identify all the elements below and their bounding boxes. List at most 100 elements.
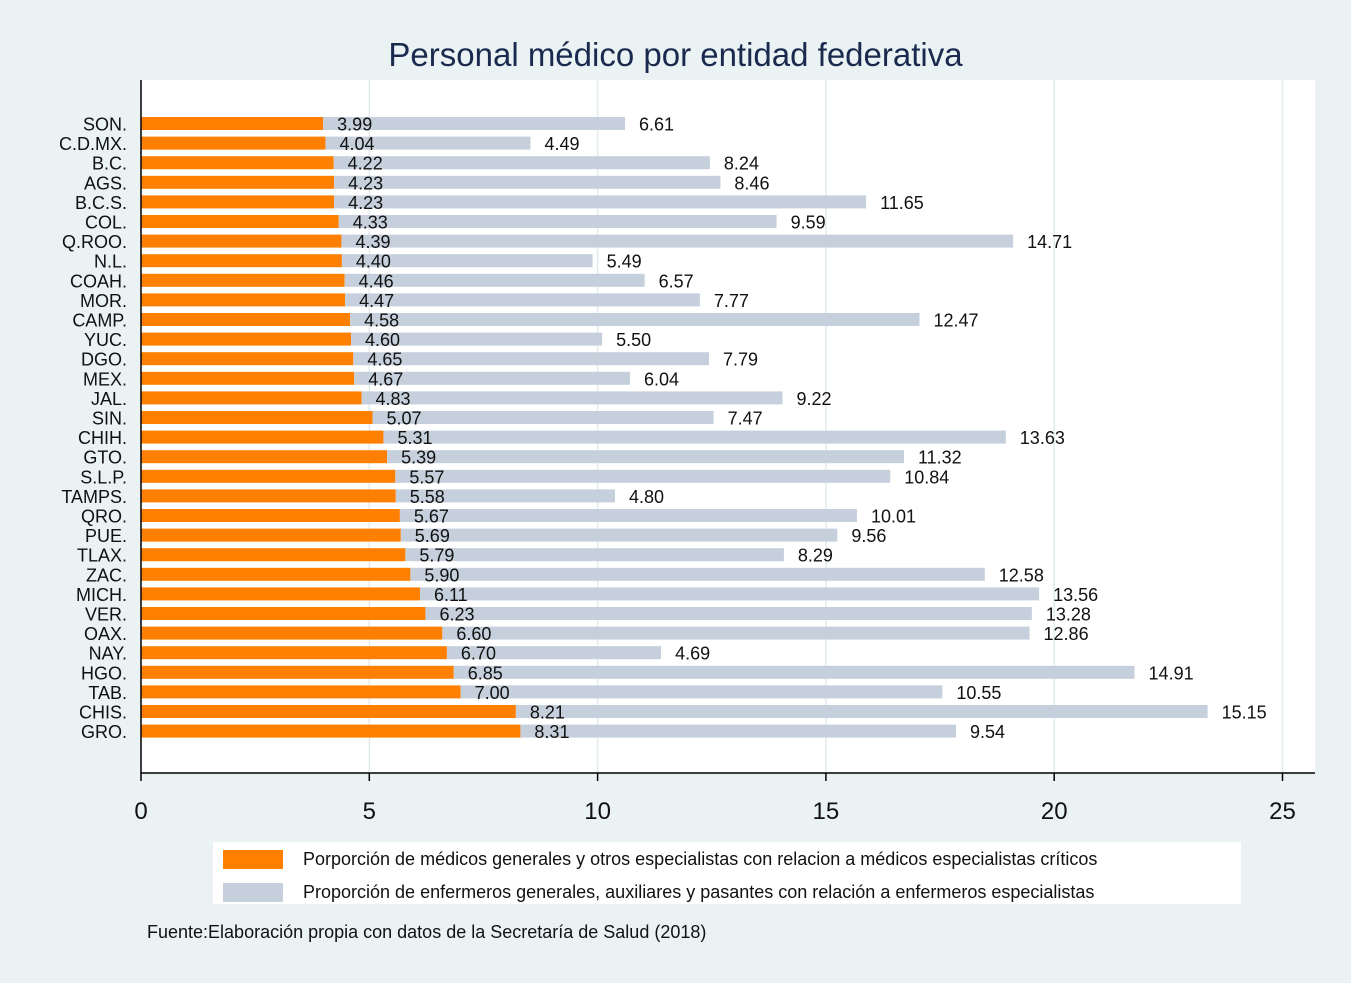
source-note: Fuente:Elaboración propia con datos de l… xyxy=(147,922,707,942)
value-label-series-1-30: 8.21 xyxy=(530,703,565,723)
bar-series-1-26 xyxy=(141,626,443,640)
bar-series-2-28 xyxy=(453,665,1135,679)
value-label-series-1-9: 4.47 xyxy=(359,291,394,311)
bar-series-2-26 xyxy=(442,626,1030,640)
category-label-27: NAY. xyxy=(89,644,127,664)
legend-swatch-series-1 xyxy=(223,849,283,869)
bar-series-1-5 xyxy=(141,215,339,228)
value-label-series-1-29: 7.00 xyxy=(475,683,510,703)
value-label-series-2-18: 10.84 xyxy=(904,467,949,487)
value-label-series-2-8: 6.57 xyxy=(659,271,694,291)
value-label-series-1-2: 4.22 xyxy=(348,154,383,174)
x-tick-label-5: 5 xyxy=(363,798,376,825)
value-label-series-2-25: 13.28 xyxy=(1046,605,1091,625)
bar-series-1-2 xyxy=(141,156,334,170)
bars xyxy=(141,117,1208,738)
bar-series-2-18 xyxy=(395,469,891,483)
bar-series-1-24 xyxy=(141,587,420,601)
category-label-21: PUE. xyxy=(85,526,127,546)
category-label-13: MEX. xyxy=(83,369,127,389)
bar-series-2-30 xyxy=(515,705,1208,718)
chart-title: Personal médico por entidad federativa xyxy=(388,36,963,73)
value-label-series-2-6: 14.71 xyxy=(1027,232,1072,252)
category-label-7: N.L. xyxy=(94,252,127,272)
bar-series-2-8 xyxy=(344,273,645,287)
bar-series-1-20 xyxy=(141,509,400,522)
bar-series-1-30 xyxy=(141,705,516,718)
bar-series-2-3 xyxy=(334,175,721,189)
value-label-series-1-25: 6.23 xyxy=(439,605,474,625)
category-label-9: MOR. xyxy=(80,291,127,311)
x-tick-label-15: 15 xyxy=(813,798,840,825)
value-label-series-2-1: 4.49 xyxy=(544,134,579,154)
bar-series-1-11 xyxy=(141,332,352,346)
bar-series-2-20 xyxy=(399,509,857,522)
category-label-14: JAL. xyxy=(91,389,127,409)
value-label-series-2-26: 12.86 xyxy=(1044,624,1089,644)
category-label-8: COAH. xyxy=(70,271,127,291)
bar-series-2-11 xyxy=(351,332,603,346)
value-label-series-1-6: 4.39 xyxy=(355,232,390,252)
value-label-series-1-16: 5.31 xyxy=(397,428,432,448)
legend-label-series-1: Porporción de médicos generales y otros … xyxy=(303,848,1098,869)
category-label-29: TAB. xyxy=(88,683,127,703)
bar-series-2-13 xyxy=(354,371,631,385)
value-label-series-1-27: 6.70 xyxy=(461,644,496,664)
value-label-series-2-23: 12.58 xyxy=(999,565,1044,585)
bar-series-1-0 xyxy=(141,117,324,130)
value-label-series-2-9: 7.77 xyxy=(714,291,749,311)
value-label-series-1-12: 4.65 xyxy=(367,350,402,370)
bar-series-2-9 xyxy=(345,293,700,307)
value-label-series-1-8: 4.46 xyxy=(359,271,394,291)
category-label-28: HGO. xyxy=(81,663,127,683)
value-label-series-1-22: 5.79 xyxy=(419,546,454,566)
value-label-series-1-11: 4.60 xyxy=(365,330,400,350)
bar-series-2-1 xyxy=(325,136,531,150)
bar-series-2-0 xyxy=(323,117,625,130)
value-label-series-1-13: 4.67 xyxy=(368,369,403,389)
legend-label-series-2: Proporción de enfermeros generales, auxi… xyxy=(303,881,1095,902)
value-labels: 3.99 6.61 4.04 4.49 4.22 8.24 4.23 8.46 4.23 11.6… xyxy=(337,115,1266,743)
bar-series-2-21 xyxy=(400,528,838,542)
value-label-series-1-24: 6.11 xyxy=(434,585,468,605)
value-label-series-2-10: 12.47 xyxy=(934,311,979,331)
value-label-series-2-7: 5.49 xyxy=(607,252,642,272)
bar-series-1-28 xyxy=(141,665,454,679)
bar-series-1-17 xyxy=(141,450,388,464)
category-label-11: YUC. xyxy=(84,330,127,350)
value-label-series-1-19: 5.58 xyxy=(410,487,445,507)
bar-series-1-23 xyxy=(141,567,411,581)
value-label-series-1-7: 4.40 xyxy=(356,252,391,272)
legend-item-series-2: Proporción de enfermeros generales, auxi… xyxy=(223,877,1094,907)
value-label-series-2-14: 9.22 xyxy=(797,389,832,409)
value-label-series-1-4: 4.23 xyxy=(348,193,383,213)
category-label-20: QRO. xyxy=(81,507,127,527)
bar-series-1-6 xyxy=(141,234,342,248)
bar-series-2-7 xyxy=(341,254,593,268)
category-label-24: MICH. xyxy=(76,585,127,605)
value-label-series-1-17: 5.39 xyxy=(401,448,436,468)
bar-series-2-15 xyxy=(372,411,714,424)
bar-series-1-19 xyxy=(141,489,396,503)
category-label-19: TAMPS. xyxy=(61,487,127,507)
bar-series-1-9 xyxy=(141,293,346,307)
bar-series-1-4 xyxy=(141,195,335,209)
bar-series-2-19 xyxy=(395,489,615,503)
value-label-series-1-3: 4.23 xyxy=(348,173,383,193)
value-label-series-1-5: 4.33 xyxy=(353,213,388,233)
value-label-series-2-2: 8.24 xyxy=(724,154,759,174)
category-labels: SON.C.D.MX.B.C.AGS.B.C.S.COL.Q.ROO.N.L.C… xyxy=(59,115,127,743)
bar-series-2-10 xyxy=(350,313,920,326)
value-label-series-2-17: 11.32 xyxy=(918,448,962,468)
value-label-series-1-31: 8.31 xyxy=(534,722,569,742)
bar-series-2-24 xyxy=(419,587,1040,601)
category-label-10: CAMP. xyxy=(72,311,127,331)
bar-series-2-4 xyxy=(334,195,867,209)
bar-series-1-3 xyxy=(141,175,335,189)
value-label-series-1-1: 4.04 xyxy=(339,134,374,154)
bar-series-2-2 xyxy=(333,156,710,170)
category-label-18: S.L.P. xyxy=(80,467,127,487)
value-label-series-2-29: 10.55 xyxy=(956,683,1001,703)
x-tick-label-10: 10 xyxy=(584,798,611,825)
category-label-0: SON. xyxy=(83,115,127,135)
